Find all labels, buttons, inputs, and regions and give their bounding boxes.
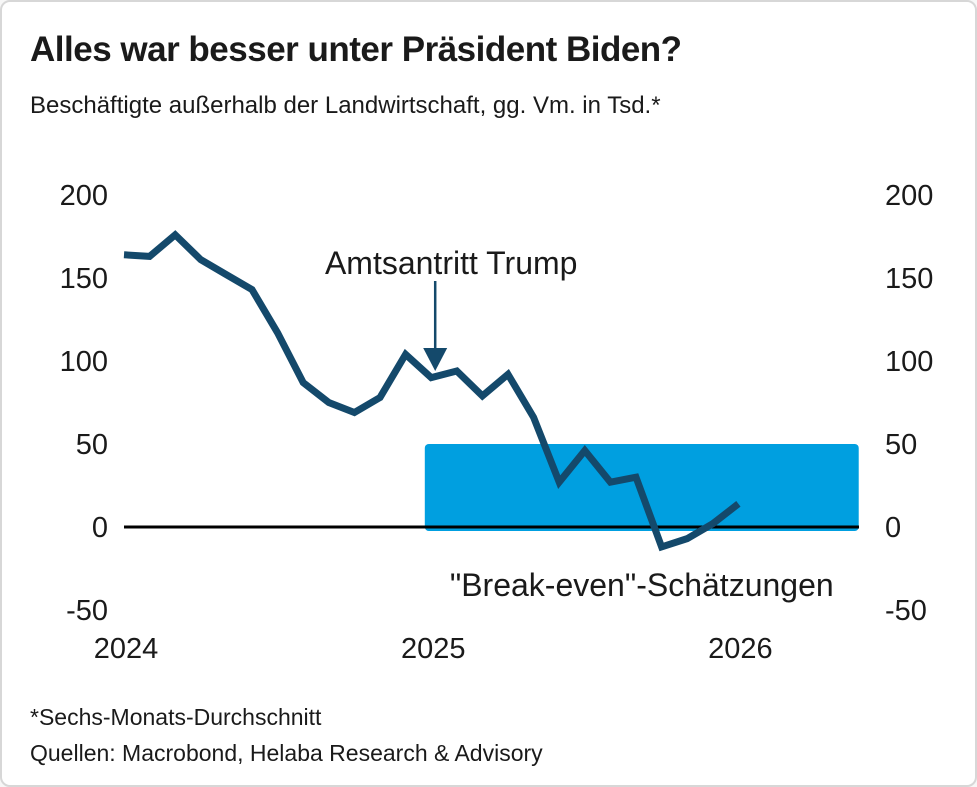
chart-subtitle: Beschäftigte außerhalb der Landwirtschaf… <box>30 92 661 119</box>
y-tick-label-right: 200 <box>885 180 933 212</box>
x-tick-label: 2024 <box>94 633 159 665</box>
x-tick-label: 2026 <box>708 633 773 665</box>
chart-title: Alles war besser unter Präsident Biden? <box>30 30 682 69</box>
y-tick-label-right: 0 <box>885 512 901 544</box>
chart-footnote: *Sechs-Monats-Durchschnitt <box>30 704 322 730</box>
employment-line-chart: Amtsantritt Trump "Break-even"-Schätzunge… <box>60 180 934 665</box>
trump-annotation-arrow-head <box>423 348 448 371</box>
y-tick-label-right: 100 <box>885 346 933 378</box>
employment-series-line <box>123 230 741 552</box>
chart-sources: Quellen: Macrobond, Helaba Research & Ad… <box>30 740 543 766</box>
x-tick-label: 2025 <box>401 633 466 665</box>
y-tick-label-left: 100 <box>60 346 108 378</box>
trump-annotation-label: Amtsantritt Trump <box>325 245 578 281</box>
y-tick-label-left: 150 <box>60 263 108 295</box>
y-tick-label-right: 50 <box>885 429 917 461</box>
y-tick-label-left: -50 <box>66 595 108 627</box>
y-tick-label-left: 200 <box>60 180 108 212</box>
y-tick-label-right: -50 <box>885 595 927 627</box>
y-tick-label-right: 150 <box>885 263 933 295</box>
break-even-band-label: "Break-even"-Schätzungen <box>450 567 834 603</box>
y-tick-label-left: 0 <box>92 512 108 544</box>
y-tick-label-left: 50 <box>76 429 108 461</box>
